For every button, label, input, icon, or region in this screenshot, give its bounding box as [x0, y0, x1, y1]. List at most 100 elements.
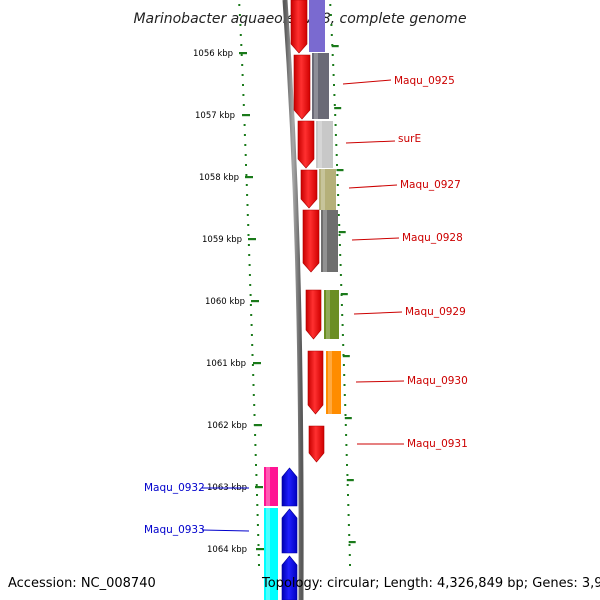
major-tick — [253, 362, 261, 365]
forward-gene-arrow — [308, 425, 325, 463]
minor-tick — [344, 424, 347, 426]
backbone — [282, 0, 304, 600]
major-tick — [254, 424, 262, 427]
gene-label[interactable]: Maqu_0928 — [402, 232, 463, 244]
gene-arrows — [281, 0, 325, 600]
gene-label[interactable]: Maqu_0929 — [405, 306, 466, 318]
label-leaders — [201, 79, 405, 532]
major-tick — [338, 231, 346, 234]
minor-tick — [342, 344, 345, 346]
minor-tick — [334, 124, 337, 126]
minor-tick — [245, 164, 247, 166]
gene-label[interactable]: Maqu_0927 — [400, 179, 461, 191]
minor-tick — [254, 454, 257, 456]
minor-tick — [349, 564, 351, 566]
major-tick — [256, 548, 264, 551]
minor-tick — [336, 184, 339, 186]
minor-tick — [340, 304, 343, 306]
minor-tick — [241, 64, 244, 66]
minor-tick — [252, 384, 255, 386]
cog-highlight — [321, 169, 325, 210]
minor-tick — [247, 244, 250, 246]
cog-highlight — [266, 467, 270, 506]
minor-tick — [249, 284, 252, 286]
kbp-label: 1060 kbp — [205, 297, 245, 307]
minor-tick — [338, 224, 341, 226]
major-tick — [248, 238, 256, 241]
minor-tick — [257, 534, 260, 536]
major-tick — [342, 355, 350, 358]
reverse-gene-arrow — [281, 508, 298, 554]
minor-tick — [329, 4, 332, 6]
minor-tick — [255, 474, 258, 476]
minor-tick — [333, 84, 335, 86]
major-tick — [334, 107, 342, 110]
minor-tick — [256, 494, 258, 496]
leader-line — [345, 140, 396, 144]
minor-tick — [242, 84, 244, 86]
cog-highlight — [266, 508, 270, 600]
cog-bar — [264, 467, 278, 506]
minor-tick — [256, 504, 259, 506]
minor-tick — [337, 214, 340, 216]
minor-tick — [343, 374, 346, 376]
minor-tick — [250, 324, 253, 326]
minor-tick — [329, 14, 332, 16]
minor-tick — [245, 184, 248, 186]
cog-bar — [309, 0, 325, 52]
minor-tick — [249, 294, 252, 296]
major-tick — [239, 52, 247, 55]
gene-label[interactable]: Maqu_0931 — [407, 438, 468, 450]
minor-tick — [347, 494, 349, 496]
minor-tick — [257, 554, 260, 556]
minor-tick — [344, 404, 347, 406]
minor-tick — [248, 254, 251, 256]
minor-tick — [250, 334, 253, 336]
minor-tick — [248, 274, 251, 276]
cog-highlight — [326, 290, 330, 339]
minor-tick — [240, 44, 243, 46]
cog-bar — [312, 53, 329, 119]
gene-label[interactable]: Maqu_0933 — [144, 524, 205, 536]
minor-tick — [336, 164, 338, 166]
minor-tick — [347, 524, 350, 526]
gene-label[interactable]: surE — [398, 133, 421, 145]
minor-tick — [333, 104, 336, 106]
gene-label[interactable]: Maqu_0925 — [394, 75, 455, 87]
minor-tick — [330, 34, 333, 36]
kbp-labels: 1056 kbp 1057 kbp 1058 kbp 1059 kbp 1060 kbp… — [193, 49, 247, 555]
leader-line — [351, 237, 400, 241]
kbp-label: 1058 kbp — [199, 173, 239, 183]
major-tick — [348, 541, 356, 544]
major-tick — [251, 300, 259, 303]
kbp-label: 1062 kbp — [207, 421, 247, 431]
gene-label[interactable]: Maqu_0930 — [407, 375, 468, 387]
gene-label[interactable]: Maqu_0932 — [144, 482, 205, 494]
minor-tick — [348, 534, 351, 536]
minor-tick — [344, 414, 347, 416]
minor-tick — [339, 254, 342, 256]
minor-tick — [243, 134, 246, 136]
backbone-arc — [282, 0, 304, 600]
minor-tick — [337, 204, 340, 206]
minor-tick — [338, 234, 341, 236]
tick-marks — [238, 4, 356, 566]
minor-tick — [248, 264, 251, 266]
kbp-label: 1061 kbp — [206, 359, 246, 369]
cog-bar — [324, 290, 339, 339]
minor-tick — [346, 464, 348, 466]
major-tick — [245, 176, 253, 179]
kbp-label: 1059 kbp — [202, 235, 242, 245]
minor-tick — [249, 304, 252, 306]
minor-tick — [332, 74, 335, 76]
kbp-label: 1056 kbp — [193, 49, 233, 59]
minor-tick — [246, 204, 249, 206]
minor-tick — [341, 334, 344, 336]
minor-tick — [332, 64, 335, 66]
leader-line — [353, 311, 403, 315]
minor-tick — [242, 104, 245, 106]
minor-tick — [250, 314, 253, 316]
minor-tick — [252, 394, 255, 396]
minor-tick — [256, 514, 259, 516]
